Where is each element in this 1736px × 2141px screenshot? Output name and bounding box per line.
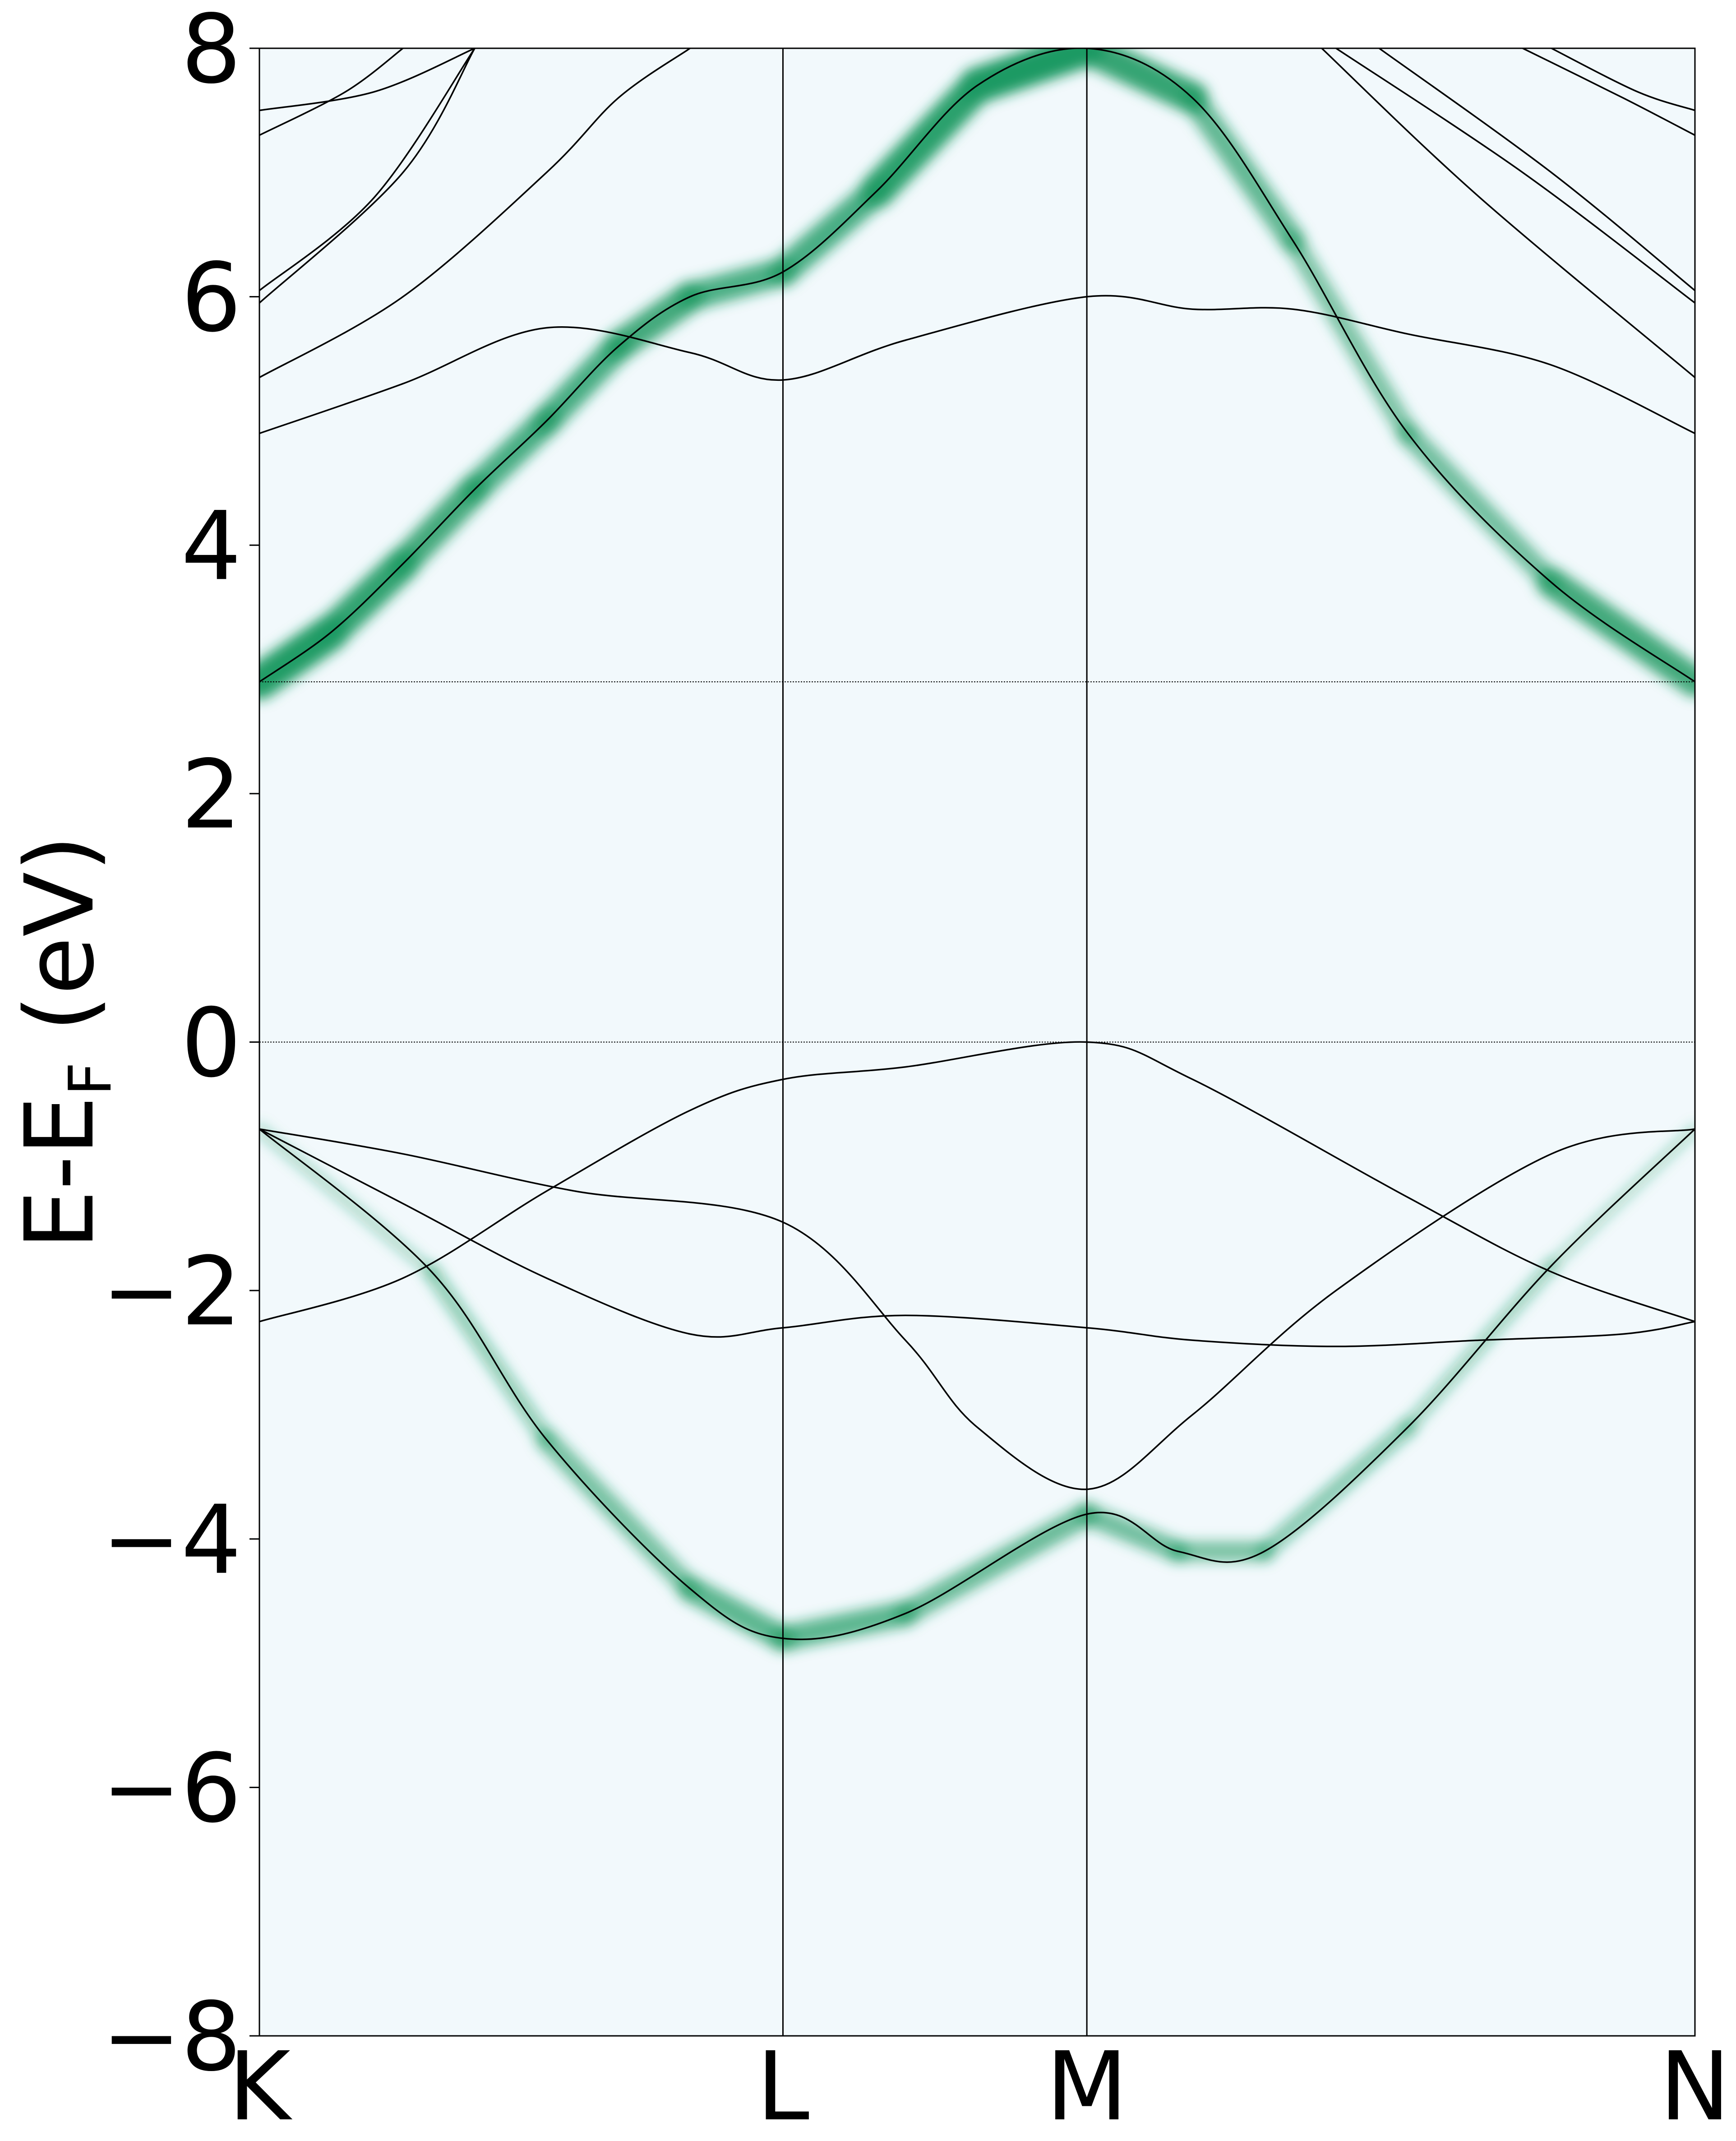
y-tick-label: −8 xyxy=(102,1982,241,2092)
y-axis-ticks: −8 −6 −4 −2 0 2 4 6 8 xyxy=(102,0,259,2092)
band-line-3 xyxy=(259,48,691,379)
x-tick-label-K: K xyxy=(228,2031,293,2141)
y-tick-label: 6 xyxy=(181,243,241,353)
y-axis-label: E-EF (eV) xyxy=(5,835,125,1249)
x-tick-label-L: L xyxy=(757,2031,809,2141)
band-line-13 xyxy=(259,1128,1695,1347)
y-tick-label: 8 xyxy=(181,0,241,105)
x-tick-label-M: M xyxy=(1046,2031,1128,2141)
band-lines-layer xyxy=(259,48,1695,1641)
band-line-11 xyxy=(1522,48,1695,136)
y-axis-label-subscript: F xyxy=(56,1062,125,1096)
band-line-7 xyxy=(259,48,475,111)
band-line-14 xyxy=(259,1041,1695,1323)
y-tick-label: 2 xyxy=(181,740,241,850)
band-16-weight-segment-6 xyxy=(894,1502,1099,1625)
band-line-9 xyxy=(1335,48,1695,304)
band-line-5 xyxy=(259,48,476,291)
y-tick-label: 0 xyxy=(181,988,241,1099)
x-tick-label-N: N xyxy=(1659,2031,1730,2141)
band-1-weight-segment-14 xyxy=(1397,422,1563,594)
band-line-10 xyxy=(1378,48,1695,291)
y-tick-label: −6 xyxy=(102,1733,241,1844)
y-tick-label: −2 xyxy=(102,1236,241,1347)
band-line-4 xyxy=(259,48,476,304)
y-tick-label: −4 xyxy=(102,1485,241,1595)
band-16-weight-segment-3 xyxy=(536,1429,701,1600)
band-16-weight-segment-2 xyxy=(423,1263,555,1448)
band-line-1 xyxy=(259,48,1695,683)
band-line-6 xyxy=(259,48,404,136)
band-line-15 xyxy=(259,1128,1695,1490)
band-line-8 xyxy=(1321,48,1695,378)
guide-lines-layer xyxy=(259,48,1695,2036)
x-axis-ticks: K L M N xyxy=(228,2031,1730,2141)
band-16-weight-segment-9 xyxy=(1255,1418,1417,1561)
y-axis-label-suffix: (eV) xyxy=(5,835,115,1062)
band-line-2 xyxy=(259,295,1695,435)
band-line-16 xyxy=(259,1128,1695,1641)
band-line-12 xyxy=(1551,48,1695,111)
y-tick-label: 4 xyxy=(181,491,241,601)
y-axis-label-main: E-E xyxy=(5,1096,115,1250)
